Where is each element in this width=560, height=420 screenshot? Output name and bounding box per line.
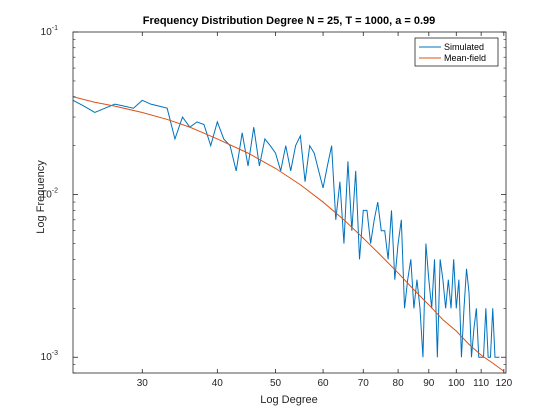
legend-entry: Simulated <box>444 42 484 52</box>
x-tick-label: 80 <box>393 378 405 389</box>
plot-frame <box>72 31 507 374</box>
series-line-mean-field <box>73 96 505 372</box>
x-tick-label: 40 <box>212 378 224 389</box>
x-tick-label: 90 <box>423 378 435 389</box>
y-tick-label: 10-1 <box>41 25 58 38</box>
y-tick-label: 10-2 <box>41 188 58 201</box>
axes <box>72 31 507 374</box>
x-axis-label: Log Degree <box>260 394 318 406</box>
x-tick-label: 70 <box>358 378 370 389</box>
x-tick-label: 60 <box>318 378 330 389</box>
chart-title: Frequency Distribution Degree N = 25, T … <box>143 15 436 27</box>
x-tick-label: 120 <box>495 378 512 389</box>
y-axis-ticks: 10-3 10-2 10-1 <box>41 25 506 374</box>
legend-entry: Mean-field <box>444 53 486 63</box>
x-tick-label: 50 <box>270 378 282 389</box>
y-axis-label: Log Frequency <box>35 160 47 234</box>
series-line-simulated <box>73 99 500 358</box>
legend-box <box>414 37 499 67</box>
x-tick-label: 100 <box>448 378 465 389</box>
x-axis-ticks: 30 40 50 60 70 80 90 100 110 120 <box>137 32 513 389</box>
y-tick-label: 10-3 <box>41 350 58 363</box>
x-tick-label: 30 <box>137 378 149 389</box>
x-tick-label: 110 <box>473 378 489 389</box>
